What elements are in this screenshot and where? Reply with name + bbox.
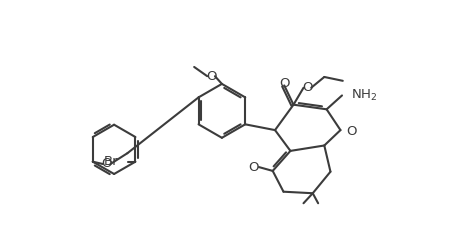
Text: O: O	[248, 160, 258, 173]
Text: O: O	[279, 78, 289, 90]
Text: O: O	[302, 81, 312, 94]
Text: O: O	[206, 70, 216, 83]
Text: Br: Br	[104, 155, 118, 168]
Text: O: O	[101, 158, 112, 170]
Text: O: O	[346, 125, 356, 138]
Text: NH$_2$: NH$_2$	[351, 88, 377, 103]
